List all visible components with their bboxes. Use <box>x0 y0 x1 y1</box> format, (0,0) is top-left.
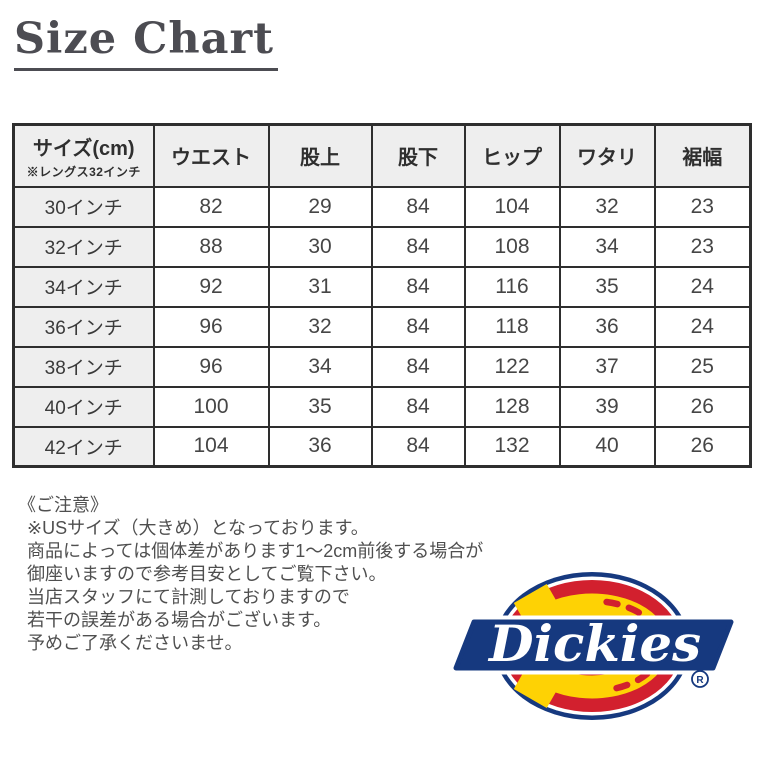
measurement-cell: 37 <box>558 345 656 388</box>
note-line: 商品によっては個体差があります1～2cm前後する場合が <box>27 541 484 561</box>
registered-mark-letter: R <box>696 675 704 686</box>
measurement-cell: 23 <box>653 185 752 228</box>
measurement-cell: 108 <box>463 225 561 268</box>
measurement-cell: 132 <box>463 425 561 468</box>
column-header-waist: ウエスト <box>152 123 270 188</box>
measurement-cell: 35 <box>558 265 656 308</box>
measurement-cell: 84 <box>370 345 466 388</box>
table-row: 32インチ 88 30 84 108 34 23 <box>12 225 752 268</box>
header-row: サイズ(cm) ※レングス32インチ ウエスト 股上 股下 ヒップ ワタリ 裾幅 <box>12 123 752 188</box>
table-row: 40インチ 100 35 84 128 39 26 <box>12 385 752 428</box>
row-size-label: 30インチ <box>12 185 155 228</box>
measurement-cell: 36 <box>267 425 373 468</box>
dickies-logo: Dickies R <box>449 562 757 750</box>
column-header-size: サイズ(cm) ※レングス32インチ <box>12 123 155 188</box>
measurement-cell: 84 <box>370 305 466 348</box>
note-line: 若干の誤差がある場合がございます。 <box>27 610 332 630</box>
column-header-thigh: ワタリ <box>558 123 656 188</box>
table-row: 30インチ 82 29 84 104 32 23 <box>12 185 752 228</box>
size-chart-table: サイズ(cm) ※レングス32インチ ウエスト 股上 股下 ヒップ ワタリ 裾幅… <box>12 123 752 468</box>
measurement-cell: 23 <box>653 225 752 268</box>
measurement-cell: 104 <box>463 185 561 228</box>
row-size-label: 40インチ <box>12 385 155 428</box>
column-header-hem: 裾幅 <box>653 123 752 188</box>
row-size-label: 42インチ <box>12 425 155 468</box>
measurement-cell: 40 <box>558 425 656 468</box>
note-line: 予めご了承くださいませ。 <box>27 633 243 653</box>
column-header-inseam: 股下 <box>370 123 466 188</box>
measurement-cell: 100 <box>152 385 270 428</box>
table-row: 34インチ 92 31 84 116 35 24 <box>12 265 752 308</box>
row-size-label: 34インチ <box>12 265 155 308</box>
notes-heading: 《ご注意》 <box>18 495 108 515</box>
measurement-cell: 26 <box>653 425 752 468</box>
row-size-label: 36インチ <box>12 305 155 348</box>
row-size-label: 32インチ <box>12 225 155 268</box>
measurement-cell: 25 <box>653 345 752 388</box>
column-header-rise: 股上 <box>267 123 373 188</box>
table-row: 36インチ 96 32 84 118 36 24 <box>12 305 752 348</box>
measurement-cell: 24 <box>653 305 752 348</box>
measurement-cell: 96 <box>152 345 270 388</box>
measurement-cell: 122 <box>463 345 561 388</box>
measurement-cell: 24 <box>653 265 752 308</box>
row-size-label: 38インチ <box>12 345 155 388</box>
registered-trademark-icon: R <box>691 670 709 688</box>
measurement-cell: 116 <box>463 265 561 308</box>
measurement-cell: 96 <box>152 305 270 348</box>
measurement-cell: 104 <box>152 425 270 468</box>
measurement-cell: 34 <box>267 345 373 388</box>
note-line: ※USサイズ（大きめ）となっております。 <box>27 518 369 538</box>
page-title: Size Chart <box>14 15 279 72</box>
length-note-label: ※レングス32インチ <box>26 164 141 179</box>
logo-wordmark: Dickies <box>487 614 701 673</box>
column-header-hip: ヒップ <box>463 123 561 188</box>
measurement-cell: 36 <box>558 305 656 348</box>
measurement-cell: 84 <box>370 225 466 268</box>
measurement-cell: 31 <box>267 265 373 308</box>
measurement-cell: 29 <box>267 185 373 228</box>
measurement-cell: 32 <box>558 185 656 228</box>
caution-notes: 《ご注意》 ※USサイズ（大きめ）となっております。 商品によっては個体差があり… <box>18 494 483 655</box>
measurement-cell: 84 <box>370 385 466 428</box>
note-line: 当店スタッフにて計測しておりますので <box>27 587 350 607</box>
measurement-cell: 92 <box>152 265 270 308</box>
measurement-cell: 35 <box>267 385 373 428</box>
table-row: 38インチ 96 34 84 122 37 25 <box>12 345 752 388</box>
table-row: 42インチ 104 36 84 132 40 26 <box>12 425 752 468</box>
measurement-cell: 118 <box>463 305 561 348</box>
measurement-cell: 30 <box>267 225 373 268</box>
measurement-cell: 39 <box>558 385 656 428</box>
measurement-cell: 84 <box>370 185 466 228</box>
note-line: 御座いますので参考目安としてご覧下さい。 <box>27 564 387 584</box>
measurement-cell: 82 <box>152 185 270 228</box>
measurement-cell: 88 <box>152 225 270 268</box>
logo-banner: Dickies <box>449 614 738 675</box>
measurement-cell: 84 <box>370 265 466 308</box>
dickies-logo-svg: Dickies R <box>449 572 738 720</box>
measurement-cell: 32 <box>267 305 373 348</box>
measurement-cell: 34 <box>558 225 656 268</box>
measurement-cell: 26 <box>653 385 752 428</box>
size-unit-label: サイズ(cm) <box>32 137 135 160</box>
measurement-cell: 128 <box>463 385 561 428</box>
measurement-cell: 84 <box>370 425 466 468</box>
